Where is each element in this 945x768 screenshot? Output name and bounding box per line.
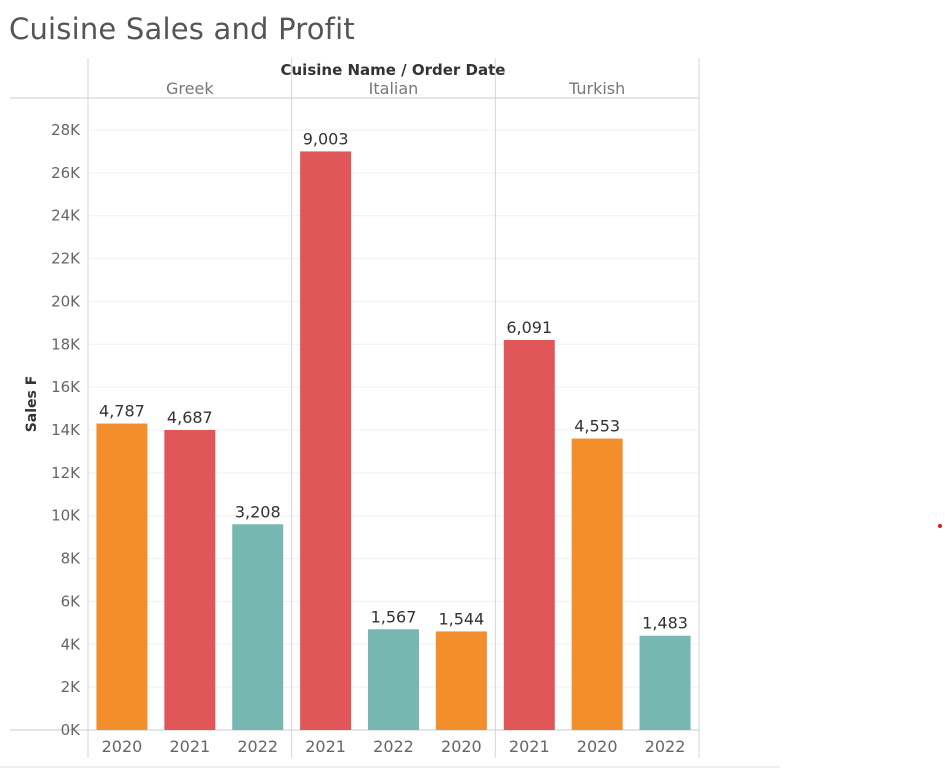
bar-value-label: 9,003 bbox=[303, 129, 349, 148]
y-tick-label: 8K bbox=[61, 550, 82, 568]
x-year-label: 2021 bbox=[509, 737, 550, 756]
bar-value-label: 1,567 bbox=[371, 607, 417, 626]
bar-greek-2020[interactable] bbox=[96, 423, 148, 730]
x-year-label: 2021 bbox=[169, 737, 210, 756]
y-tick-label: 20K bbox=[51, 292, 81, 310]
bar-turkish-2021[interactable] bbox=[503, 340, 555, 730]
x-year-label: 2022 bbox=[373, 737, 414, 756]
y-tick-label: 26K bbox=[51, 164, 81, 182]
x-year-label: 2022 bbox=[237, 737, 278, 756]
y-tick-label: 12K bbox=[51, 464, 81, 482]
group-header-italian: Italian bbox=[369, 79, 419, 98]
y-tick-label: 10K bbox=[51, 507, 81, 525]
bar-greek-2021[interactable] bbox=[164, 430, 216, 730]
x-year-label: 2020 bbox=[102, 737, 143, 756]
y-tick-label: 18K bbox=[51, 335, 81, 353]
bar-value-label: 4,687 bbox=[167, 408, 213, 427]
bar-greek-2022[interactable] bbox=[232, 524, 284, 730]
bar-turkish-2020[interactable] bbox=[571, 438, 623, 730]
bar-italian-2020[interactable] bbox=[435, 631, 487, 730]
x-year-label: 2022 bbox=[645, 737, 686, 756]
y-tick-label: 4K bbox=[61, 635, 82, 653]
y-tick-label: 24K bbox=[51, 207, 81, 225]
y-tick-label: 16K bbox=[51, 378, 81, 396]
bar-value-label: 1,483 bbox=[642, 614, 688, 633]
x-year-label: 2020 bbox=[577, 737, 618, 756]
group-header-greek: Greek bbox=[166, 79, 214, 98]
bar-value-label: 1,544 bbox=[438, 609, 484, 628]
y-tick-label: 2K bbox=[61, 678, 82, 696]
chart-title: Cuisine Sales and Profit bbox=[9, 12, 355, 46]
red-dot bbox=[938, 524, 942, 528]
bars bbox=[96, 151, 691, 730]
bar-turkish-2022[interactable] bbox=[639, 635, 691, 730]
x-year-label: 2021 bbox=[305, 737, 346, 756]
column-title: Cuisine Name / Order Date bbox=[281, 61, 506, 79]
y-tick-label: 6K bbox=[61, 592, 82, 610]
group-header-turkish: Turkish bbox=[568, 79, 625, 98]
y-tick-label: 14K bbox=[51, 421, 81, 439]
y-axis-title: Sales F bbox=[24, 376, 40, 433]
bar-value-label: 4,787 bbox=[99, 402, 145, 421]
x-year-label: 2020 bbox=[441, 737, 482, 756]
bar-italian-2022[interactable] bbox=[368, 629, 419, 730]
labels: 0K 2K 4K 6K 8K 10K 12K 14K 16K 18K 20K 22K 24K 26K 28K… bbox=[51, 79, 688, 756]
bar-value-label: 4,553 bbox=[574, 417, 620, 436]
bar-value-label: 3,208 bbox=[235, 502, 281, 521]
y-tick-label: 22K bbox=[51, 250, 81, 268]
y-tick-label: 0K bbox=[61, 721, 82, 739]
y-tick-label: 28K bbox=[51, 121, 81, 139]
bar-value-label: 6,091 bbox=[506, 318, 552, 337]
bar-italian-2021[interactable] bbox=[300, 151, 352, 730]
